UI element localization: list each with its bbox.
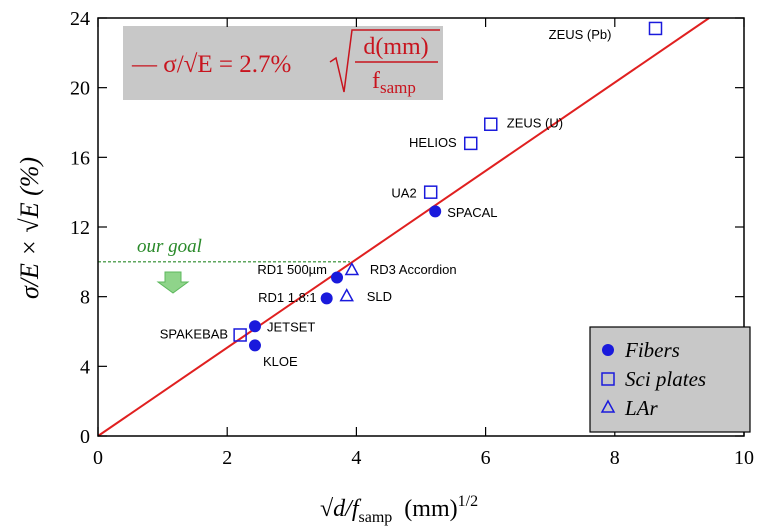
- legend-marker: [600, 399, 616, 413]
- legend-marker: [602, 344, 614, 356]
- point-label: KLOE: [263, 354, 298, 369]
- legend-label: LAr: [624, 396, 659, 420]
- x-label-sup: 1/2: [458, 493, 478, 510]
- point-label: ZEUS (U): [507, 116, 563, 131]
- formula-sub: samp: [380, 78, 416, 97]
- point-label: UA2: [391, 186, 416, 201]
- formula-numerator: d(mm): [363, 34, 428, 60]
- point-label: SLD: [367, 289, 392, 304]
- x-tick-label: 2: [222, 447, 232, 469]
- point-square: [648, 21, 663, 36]
- legend-box: [589, 326, 751, 433]
- x-tick-label: 4: [351, 447, 361, 469]
- point-circle: [320, 292, 333, 305]
- x-label-main: √d/f: [320, 496, 362, 522]
- point-label: ZEUS (Pb): [549, 27, 612, 42]
- formula-box: [123, 26, 443, 100]
- y-tick-label: 12: [70, 217, 90, 239]
- y-tick-label: 16: [70, 147, 90, 169]
- goal-arrow: [156, 271, 190, 294]
- point-label: HELIOS: [409, 135, 457, 150]
- x-tick-label: 8: [610, 447, 620, 469]
- point-square: [484, 117, 498, 131]
- point-label: RD3 Accordion: [370, 262, 457, 277]
- point-square: [233, 328, 247, 342]
- formula-radical: [329, 29, 440, 93]
- point-triangle: [344, 261, 360, 276]
- plot-area: our goal SPACAL RD1 500µm RD1 1.8:1 JETSET KL…: [97, 17, 710, 437]
- legend-marker: [601, 372, 615, 386]
- legend: Fibers Sci plates LAr: [589, 326, 751, 433]
- point-label: RD1 500µm: [257, 262, 327, 277]
- legend-label: Sci plates: [625, 367, 706, 391]
- point-label: RD1 1.8:1: [258, 290, 317, 305]
- x-tick-label: 6: [481, 447, 491, 469]
- formula-lhs: — σ/√E = 2.7%: [131, 51, 291, 78]
- y-axis-label: σ/E × √E (%): [15, 157, 44, 299]
- point-circle: [248, 320, 261, 333]
- x-label-sub: samp: [359, 509, 393, 526]
- formula-denominator: fsamp: [372, 68, 416, 97]
- y-tick-label: 8: [80, 287, 90, 309]
- y-tick-label: 0: [80, 426, 90, 448]
- formula-f: f: [372, 68, 380, 94]
- point-square: [463, 136, 478, 151]
- point-label: SPACAL: [447, 205, 497, 220]
- point-circle: [331, 271, 344, 284]
- x-tick-label: 0: [93, 447, 103, 469]
- point-circle: [248, 339, 261, 352]
- point-circle: [429, 205, 442, 218]
- x-axis-label: √d/fsamp (mm)1/2: [320, 493, 478, 526]
- goal-label: our goal: [137, 236, 202, 257]
- legend-label: Fibers: [624, 338, 680, 362]
- y-tick-label: 4: [80, 356, 90, 378]
- y-tick-label: 24: [70, 8, 90, 30]
- point-label: SPAKEBAB: [160, 326, 228, 341]
- point-label: JETSET: [267, 320, 315, 335]
- y-tick-label: 20: [70, 78, 90, 100]
- point-square: [423, 185, 438, 199]
- x-tick-label: 10: [734, 447, 754, 469]
- fit-line: [97, 17, 710, 437]
- point-triangle: [339, 288, 354, 302]
- x-label-unit: (mm): [404, 496, 457, 522]
